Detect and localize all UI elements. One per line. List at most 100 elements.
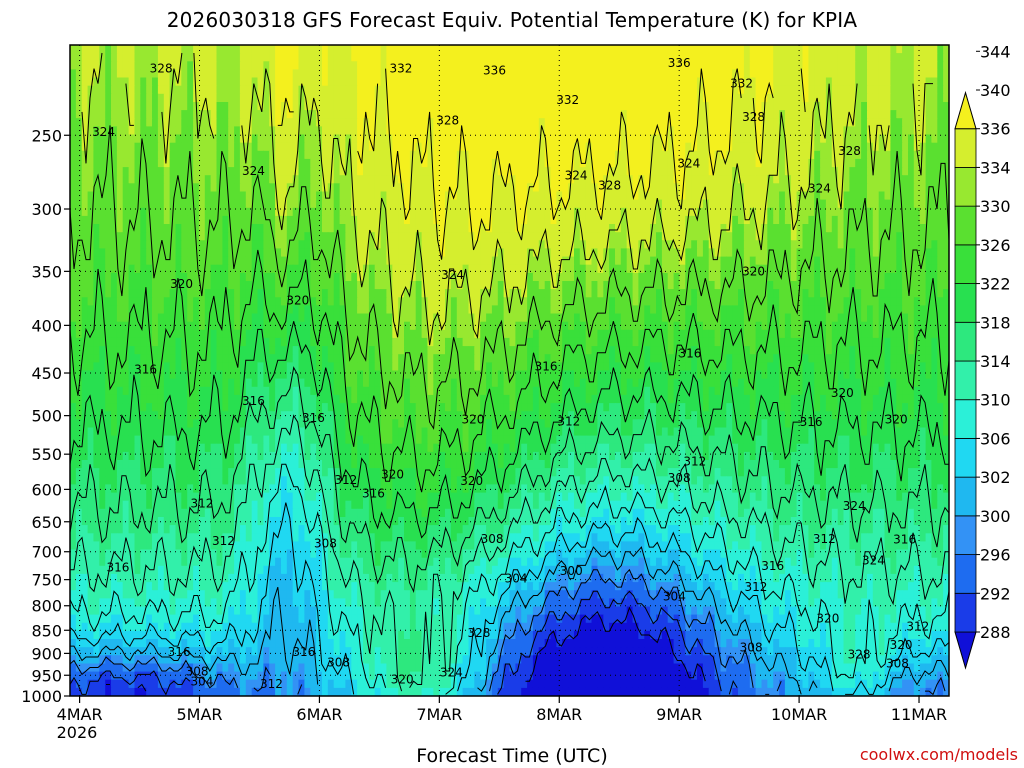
heatmap-cell [656,77,663,87]
heatmap-cell [111,150,118,160]
heatmap-cell [105,207,112,217]
heatmap-cell [239,93,247,103]
heatmap-cell [585,45,593,54]
heatmap-cell [679,61,686,70]
heatmap-cell [116,175,124,184]
heatmap-cell [304,256,311,266]
heatmap-cell [779,305,786,315]
heatmap-cell [697,167,704,176]
heatmap-cell [310,69,317,79]
heatmap-cell [281,224,288,233]
heatmap-cell [749,281,757,290]
heatmap-cell [667,118,675,127]
heatmap-cell [515,150,522,160]
heatmap-cell [532,102,540,111]
heatmap-cell [357,256,364,266]
heatmap-cell [304,45,311,54]
heatmap-cell [210,289,218,298]
heatmap-cell [404,224,411,233]
heatmap-cell [374,53,382,62]
heatmap-cell [245,281,253,290]
heatmap-cell [919,126,927,136]
heatmap-cell [802,175,809,184]
heatmap-cell [257,45,264,54]
heatmap-cell [374,102,382,111]
heatmap-cell [849,69,856,79]
heatmap-cell [749,126,757,136]
heatmap-cell [638,289,645,298]
heatmap-cell [802,102,809,111]
heatmap-cell [163,240,171,249]
heatmap-cell [691,69,698,79]
heatmap-cell [562,134,569,144]
heatmap-cell [322,61,329,70]
heatmap-cell [632,256,640,266]
heatmap-cell [650,256,657,266]
heatmap-cell [204,272,212,282]
heatmap-cell [550,256,557,266]
heatmap-cell [843,297,850,306]
heatmap-cell [316,232,323,241]
heatmap-cell [767,167,774,176]
heatmap-cell [673,297,681,306]
heatmap-cell [105,167,112,176]
heatmap-cell [509,264,516,274]
heatmap-cell [820,232,827,241]
heatmap-cell [316,272,323,282]
heatmap-cell [908,118,915,127]
heatmap-cell [743,110,751,119]
heatmap-cell [433,134,440,144]
heatmap-cell [198,199,206,209]
heatmap-cell [802,150,809,160]
heatmap-cell [486,297,493,306]
heatmap-cell [386,199,393,209]
heatmap-cell [550,110,557,119]
heatmap-cell [462,199,470,209]
heatmap-cell [937,305,944,315]
heatmap-cell [732,248,739,258]
heatmap-cell [843,85,850,95]
heatmap-cell [603,207,610,217]
heatmap-cell [327,85,335,95]
heatmap-cell [292,167,300,176]
heatmap-cell [726,305,733,315]
heatmap-cell [597,110,604,119]
heatmap-cell [661,264,669,274]
heatmap-cell [579,61,587,70]
heatmap-cell [169,264,177,274]
heatmap-cell [867,167,874,176]
heatmap-cell [814,289,821,298]
heatmap-cell [732,142,739,152]
heatmap-cell [620,77,628,87]
heatmap-cell [181,77,188,87]
heatmap-cell [251,199,259,209]
heatmap-cell [761,215,768,225]
heatmap-cell [708,69,716,79]
heatmap-cell [169,150,177,160]
heatmap-cell [298,207,305,217]
heatmap-cell [105,45,112,54]
heatmap-cell [87,110,95,119]
heatmap-cell [298,53,305,62]
heatmap-cell [345,297,352,306]
heatmap-cell [333,183,341,192]
heatmap-cell [925,232,933,241]
heatmap-cell [773,215,780,225]
heatmap-cell [292,77,300,87]
heatmap-cell [609,183,616,192]
heatmap-cell [181,53,188,62]
heatmap-cell [831,232,839,241]
heatmap-cell [462,240,470,249]
heatmap-cell [515,240,522,249]
heatmap-cell [837,224,845,233]
heatmap-cell [404,297,411,306]
heatmap-cell [615,150,622,160]
heatmap-cell [849,142,856,152]
heatmap-cell [134,142,141,152]
heatmap-cell [761,297,768,306]
heatmap-cell [650,134,657,144]
heatmap-cell [368,53,376,62]
heatmap-cell [550,93,557,103]
heatmap-cell [908,150,915,160]
heatmap-cell [867,289,874,298]
